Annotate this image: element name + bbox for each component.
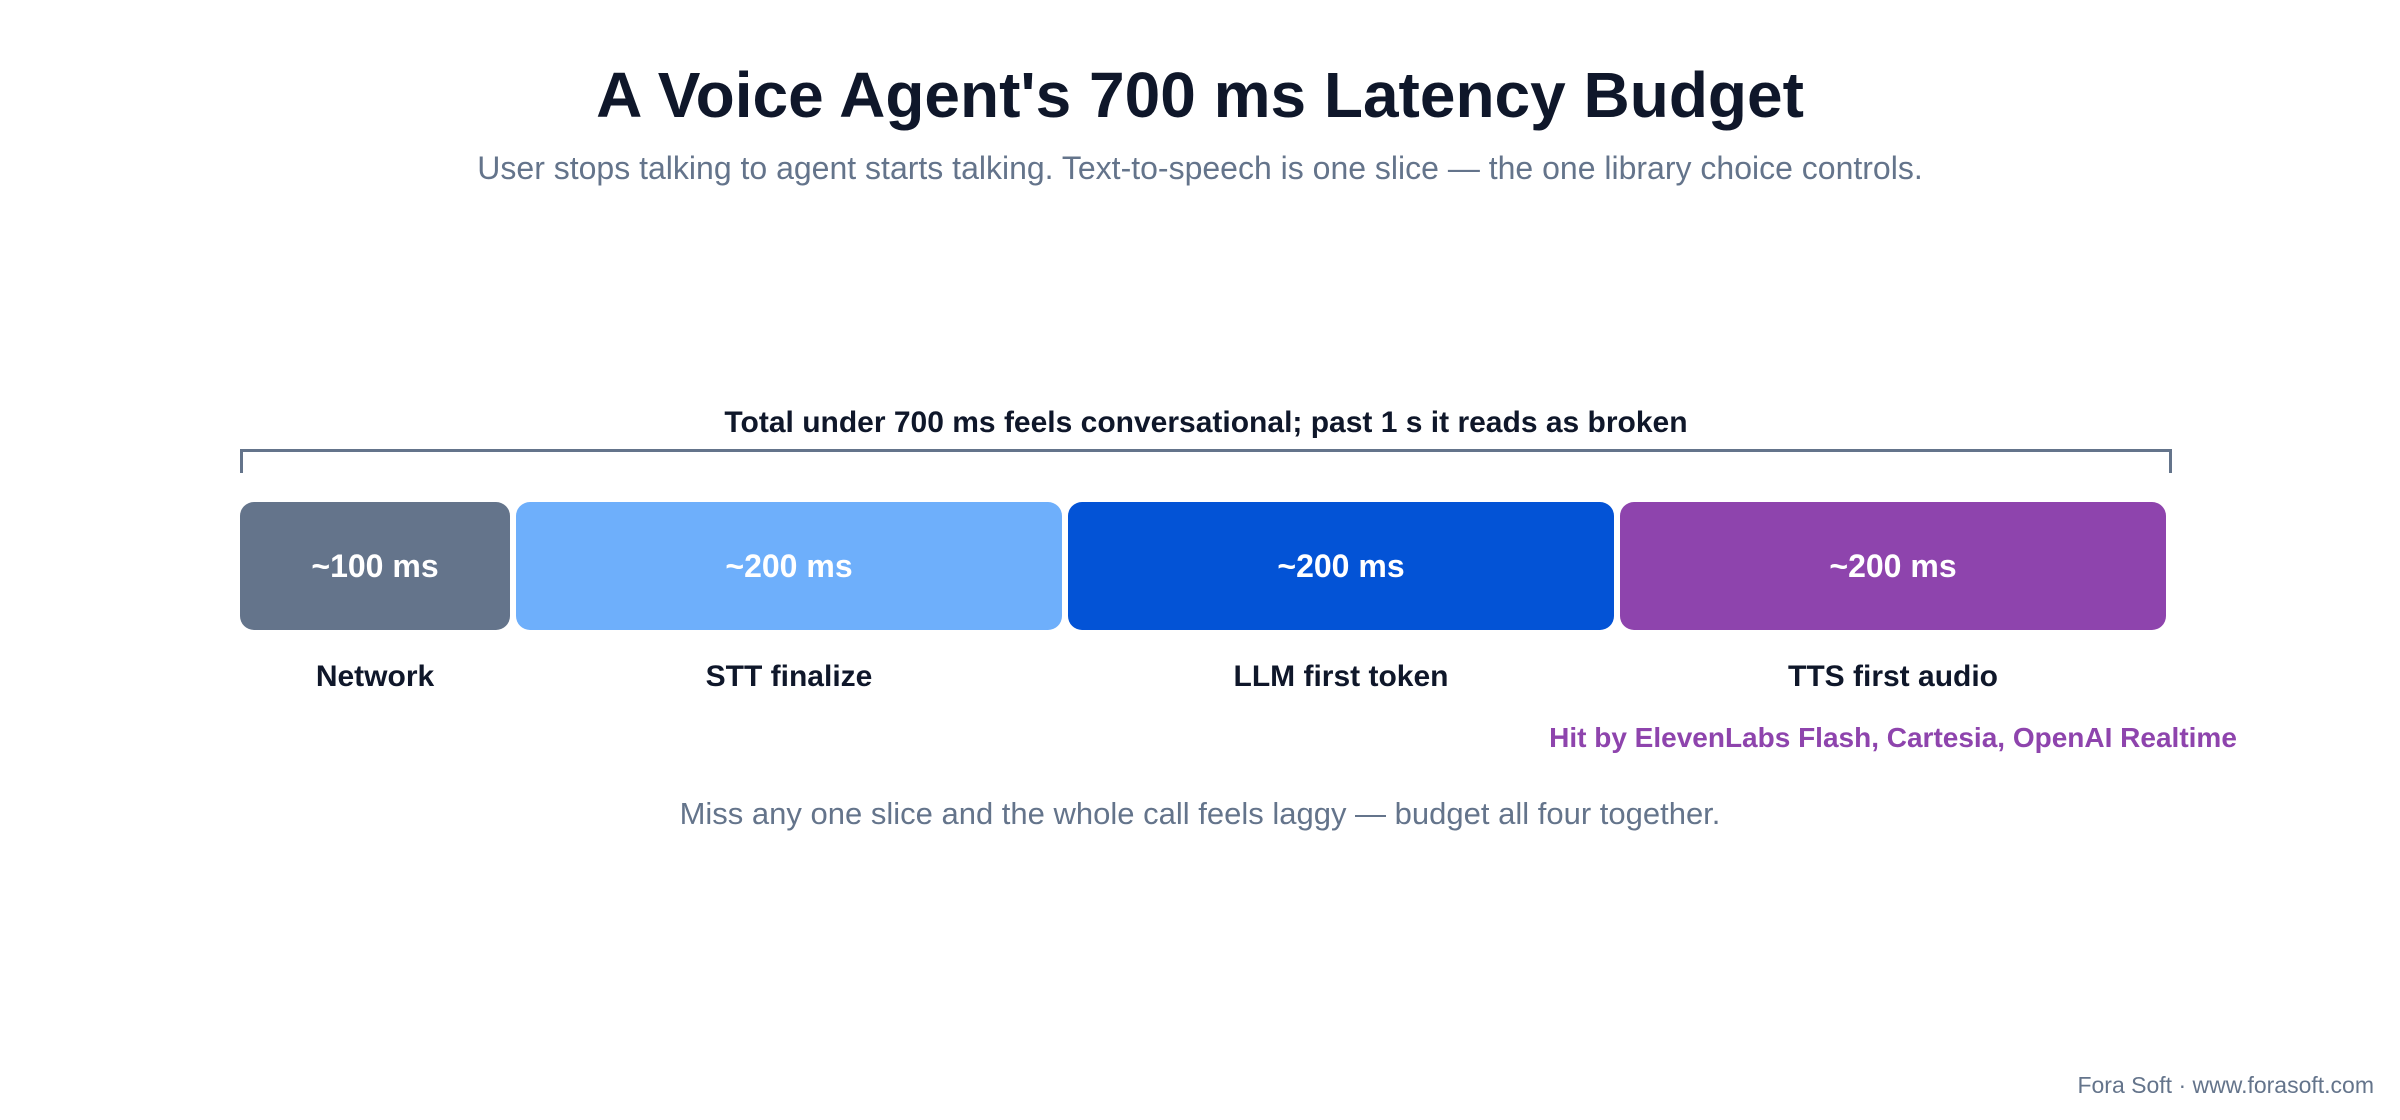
- total-budget-label: Total under 700 ms feels conversational;…: [724, 406, 1688, 439]
- page-title: A Voice Agent's 700 ms Latency Budget: [596, 59, 1804, 131]
- segment-tts: ~200 ms: [1620, 502, 2166, 630]
- segment-network: ~100 ms: [240, 502, 510, 630]
- segment-llm-label: LLM first token: [1233, 660, 1449, 693]
- segment-tts-note: Hit by ElevenLabs Flash, Cartesia, OpenA…: [1549, 722, 2237, 753]
- total-budget-bracket: [240, 449, 2172, 473]
- segment-network-label: Network: [315, 660, 435, 693]
- segment-llm: ~200 ms: [1068, 502, 1614, 630]
- segment-stt-label: STT finalize: [705, 660, 873, 693]
- credit-text: Fora Soft · www.forasoft.com: [2077, 1072, 2374, 1098]
- segment-stt: ~200 ms: [516, 502, 1062, 630]
- page-subtitle: User stops talking to agent starts talki…: [477, 150, 1923, 186]
- footnote: Miss any one slice and the whole call fe…: [679, 796, 1721, 831]
- segment-tts-label: TTS first audio: [1788, 660, 1998, 693]
